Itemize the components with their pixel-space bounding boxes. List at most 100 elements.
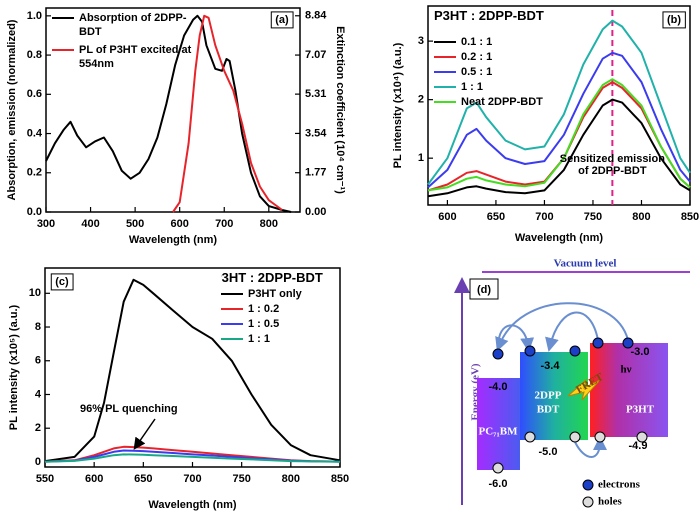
legend-swatch [434, 41, 456, 43]
y2-axis-label: Extinction coefficient (10⁴ cm⁻¹) [334, 26, 346, 194]
legend-entry: Neat 2DPP-BDT [434, 95, 554, 109]
y2-tick-label: 5.31 [305, 88, 326, 100]
electron [622, 337, 634, 349]
homo: -5.0 [539, 446, 558, 458]
legend-label: holes [598, 496, 623, 508]
transfer-arrow [574, 436, 607, 458]
legend-swatch [434, 71, 456, 73]
legend-swatch [434, 101, 456, 103]
legend: Absorption of 2DPP-BDT PL of P3HT excited… [52, 11, 202, 71]
x-tick-label: 850 [681, 211, 699, 223]
y-tick-label: 4 [35, 388, 42, 400]
y-axis-label: PL intensity (x10⁴) (a.u.) [392, 42, 404, 168]
y-tick-label: 1.0 [27, 10, 42, 22]
legend-label: Neat 2DPP-BDT [461, 96, 543, 108]
x-tick-label: 700 [183, 473, 201, 485]
legend-box: Absorption of 2DPP-BDT PL of P3HT excited… [52, 11, 202, 71]
vacuum-label: Vacuum level [554, 258, 617, 270]
legend-swatch [221, 323, 243, 325]
x-tick-label: 750 [584, 211, 602, 223]
level-box [520, 352, 588, 440]
y-tick-label: 1 [418, 152, 424, 164]
legend-entry: 1 : 1 [434, 80, 554, 94]
x-tick-label: 800 [632, 211, 650, 223]
legend-swatch [221, 338, 243, 340]
x-tick-label: 400 [81, 218, 99, 230]
x-axis-label: Wavelength (nm) [148, 499, 237, 511]
legend-entry: 0.5 : 1 [434, 65, 554, 79]
x-axis-label: Wavelength (nm) [515, 232, 604, 244]
plot-frame [427, 5, 691, 206]
series-line [427, 78, 691, 192]
box-label: PC₇₁BM [479, 426, 519, 438]
panel-label: (c) [55, 276, 69, 288]
homo: -4.9 [629, 440, 648, 452]
series-line [44, 278, 341, 463]
x-tick-label: 600 [438, 211, 456, 223]
series-line [172, 14, 283, 213]
legend-title: P3HT : 2DPP-BDT [221, 271, 323, 285]
hole [524, 431, 536, 443]
legend-label: P3HT only [248, 288, 302, 300]
legend-box: P3HT : 2DPP-BDT P3HT only 1 : 0.2 1 : 0.5 1 … [221, 271, 336, 346]
x-tick-label: 800 [260, 218, 278, 230]
y-tick-label: 6 [35, 355, 41, 367]
legend-label: 0.2 : 1 [461, 51, 493, 63]
electron [569, 345, 581, 357]
legend-entry: 1 : 0.2 [221, 302, 336, 316]
legend-entry: Absorption of 2DPP-BDT [52, 11, 202, 39]
y-tick-label: 8 [35, 321, 41, 333]
y-tick-label: 3 [418, 35, 424, 47]
hole [594, 431, 606, 443]
legend-entry: P3HT only [221, 287, 336, 301]
x-tick-label: 500 [126, 218, 144, 230]
series-line [427, 19, 691, 186]
y2-tick-label: 0.00 [305, 206, 326, 218]
y-tick-label: 2 [35, 422, 41, 434]
legend-label: 1 : 1 [461, 81, 484, 93]
legend-hole [582, 496, 594, 508]
x-tick-label: 700 [215, 218, 233, 230]
box-label: P3HT [626, 404, 655, 416]
series-line [44, 453, 341, 463]
panel-label-box [662, 11, 686, 29]
y-tick-label: 2 [418, 94, 424, 106]
homo: -6.0 [489, 478, 508, 490]
x-tick-label: 600 [171, 218, 189, 230]
annotation: Sensitized emission [560, 153, 665, 165]
transfer-arrow [495, 302, 629, 352]
legend-label: Absorption of 2DPP-BDT [79, 12, 187, 38]
panel-label: (a) [275, 14, 289, 26]
panel-label-box [469, 278, 499, 300]
legend-label: 1 : 0.5 [248, 318, 280, 330]
legend-box: P3HT : 2DPP-BDT 0.1 : 1 0.2 : 1 0.5 : 1 1 : … [434, 9, 554, 109]
hv-label: hν [620, 364, 631, 376]
x-tick-label: 850 [331, 473, 349, 485]
box-label: 2DPP [535, 390, 562, 402]
hole [492, 462, 504, 474]
legend-swatch [221, 293, 243, 295]
series-line [427, 98, 691, 198]
legend-swatch [52, 49, 74, 51]
y2-tick-label: 7.07 [305, 49, 326, 61]
y-tick-label: 10 [29, 287, 41, 299]
x-tick-label: 650 [487, 211, 505, 223]
legend-swatch [221, 308, 243, 310]
y-tick-label: 0.8 [27, 49, 42, 61]
level-box [590, 343, 668, 437]
legend-title: P3HT : 2DPP-BDT [434, 9, 544, 23]
y-axis-label: PL intensity (x10⁵) (a.u.) [8, 304, 20, 430]
legend: P3HT : 2DPP-BDT P3HT only 1 : 0.2 1 : 0.5 1 … [221, 271, 336, 346]
legend-label: 1 : 1 [248, 333, 271, 345]
box-label: BDT [537, 404, 560, 416]
legend-label: electrons [598, 479, 641, 491]
legend: P3HT : 2DPP-BDT 0.1 : 1 0.2 : 1 0.5 : 1 1 : … [434, 9, 554, 109]
x-tick-label: 300 [37, 218, 55, 230]
y-tick-label: 0.0 [27, 206, 42, 218]
x-axis-label: Wavelength (nm) [129, 234, 218, 246]
legend-label: 0.1 : 1 [461, 36, 493, 48]
legend-entry: 0.1 : 1 [434, 35, 554, 49]
series-line [45, 14, 292, 213]
y2-tick-label: 8.84 [305, 10, 327, 22]
